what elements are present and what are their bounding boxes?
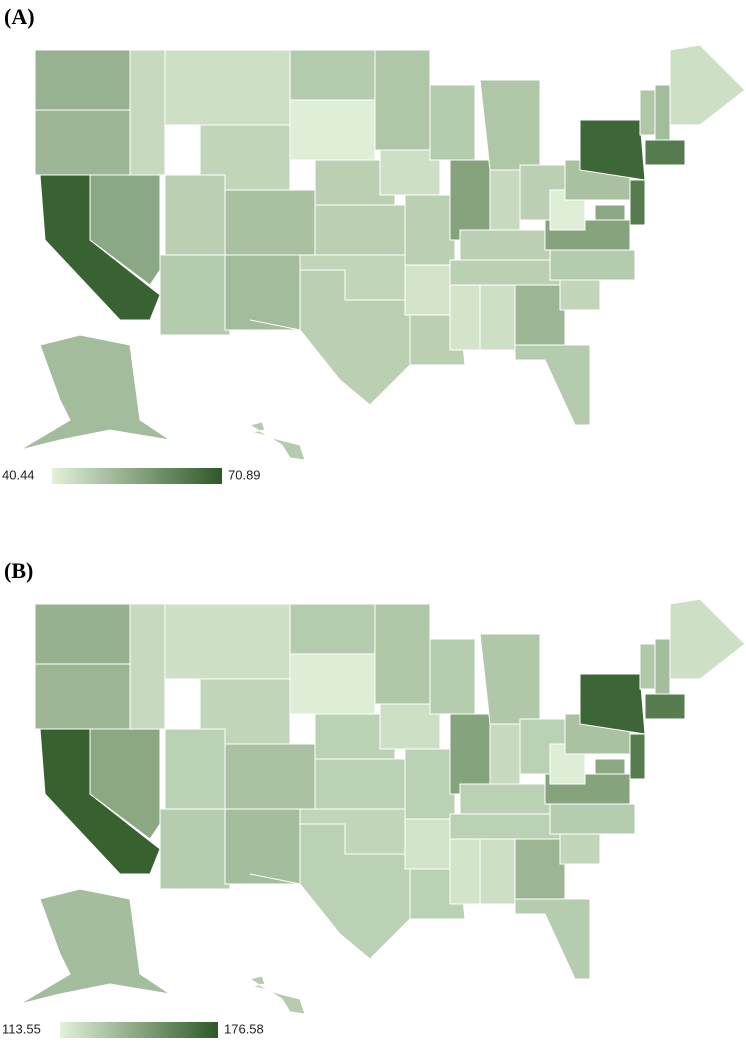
state bbox=[489, 723, 521, 785]
state bbox=[129, 603, 166, 730]
state bbox=[549, 249, 636, 281]
state bbox=[429, 638, 476, 715]
state bbox=[479, 633, 541, 725]
panel-label: (A) bbox=[4, 4, 35, 29]
state bbox=[559, 279, 601, 311]
state bbox=[224, 808, 301, 885]
state bbox=[164, 728, 226, 810]
state bbox=[654, 638, 671, 695]
state bbox=[594, 758, 626, 775]
state bbox=[404, 818, 451, 870]
state bbox=[644, 693, 686, 720]
state bbox=[289, 653, 376, 715]
state bbox=[19, 334, 171, 451]
map-panel: (A) 40.44 70.89 bbox=[2, 4, 746, 484]
state bbox=[248, 421, 306, 461]
state bbox=[249, 823, 416, 960]
state bbox=[248, 975, 306, 1015]
state bbox=[514, 344, 591, 426]
state bbox=[34, 603, 131, 665]
state bbox=[374, 603, 431, 705]
state bbox=[224, 254, 301, 331]
state bbox=[644, 139, 686, 166]
state bbox=[164, 49, 291, 126]
state bbox=[19, 888, 171, 1005]
state bbox=[459, 783, 551, 815]
state bbox=[159, 254, 231, 336]
state bbox=[514, 838, 566, 900]
state bbox=[579, 119, 646, 181]
state bbox=[159, 808, 231, 890]
state bbox=[449, 284, 481, 351]
state bbox=[164, 174, 226, 256]
state bbox=[579, 673, 646, 735]
legend-bar bbox=[52, 468, 222, 484]
state bbox=[314, 204, 406, 256]
state bbox=[289, 603, 376, 655]
legend-min: 113.55 bbox=[2, 1021, 41, 1036]
state bbox=[129, 49, 166, 176]
state bbox=[449, 159, 491, 241]
state bbox=[289, 99, 376, 161]
state bbox=[404, 264, 451, 316]
state bbox=[224, 189, 316, 256]
state bbox=[34, 49, 131, 111]
state bbox=[639, 643, 656, 690]
legend-max: 70.89 bbox=[228, 467, 261, 482]
state bbox=[514, 284, 566, 346]
panel-label: (B) bbox=[4, 558, 33, 583]
state bbox=[654, 84, 671, 141]
state bbox=[639, 89, 656, 136]
state bbox=[629, 179, 646, 226]
state bbox=[669, 598, 746, 680]
legend-bar bbox=[60, 1022, 218, 1038]
state bbox=[404, 748, 456, 820]
state bbox=[449, 259, 561, 286]
state bbox=[224, 743, 316, 810]
state bbox=[449, 838, 481, 905]
state bbox=[289, 49, 376, 101]
state bbox=[594, 204, 626, 221]
state bbox=[479, 284, 516, 351]
state bbox=[449, 813, 561, 840]
state bbox=[314, 758, 406, 810]
state bbox=[404, 194, 456, 266]
state bbox=[669, 44, 746, 126]
legend-min: 40.44 bbox=[2, 467, 35, 482]
state bbox=[479, 838, 516, 905]
state bbox=[34, 109, 131, 176]
state bbox=[629, 733, 646, 780]
legend-max: 176.58 bbox=[224, 1021, 264, 1036]
state bbox=[249, 269, 416, 406]
state bbox=[514, 898, 591, 980]
state bbox=[429, 84, 476, 161]
state bbox=[459, 229, 551, 261]
state bbox=[559, 833, 601, 865]
map-panel: (B) 113.55 176.58 bbox=[2, 558, 746, 1038]
state bbox=[164, 603, 291, 680]
state bbox=[549, 803, 636, 835]
state bbox=[449, 713, 491, 795]
state bbox=[374, 49, 431, 151]
state bbox=[34, 663, 131, 730]
state bbox=[489, 169, 521, 231]
state bbox=[479, 79, 541, 171]
